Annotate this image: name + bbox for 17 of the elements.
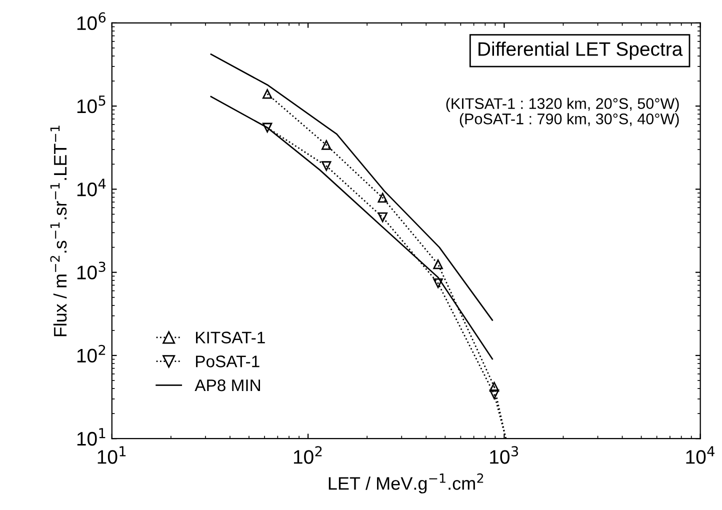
y-tick-label: 10$^{1}$: [77, 428, 106, 446]
x-axis-title: LET / MeV.g$^{−1}$.cm$^{2}$: [328, 473, 484, 494]
legend-label: KITSAT-1: [196, 332, 265, 344]
legend-label: AP8 MIN: [194, 379, 260, 392]
annotation: (KITSAT-1 : 1320 km, 20°S, 50°W) (PoSAT-1 : 790 km, 30°S, 40°W): [446, 98, 679, 128]
y-axis-title: Flux / m$^{−2}$.s$^{−1}$.sr$^{−1}$.LET$^{−1}$: [50, 126, 67, 336]
x-tick-label: 10$^{3}$: [490, 446, 518, 464]
text: Differential LET Spectra: [478, 42, 683, 60]
y-tick-label: 10$^{3}$: [77, 262, 106, 280]
x-tick-label: 10$^{4}$: [686, 446, 714, 464]
y-tick-label: 10$^{2}$: [77, 344, 106, 363]
legend-label: PoSAT-1: [196, 356, 260, 368]
y-tick-label: 10$^{5}$: [77, 96, 106, 114]
y-tick-label: 10$^{4}$: [77, 178, 106, 196]
y-tick-label: 10$^{6}$: [77, 12, 106, 30]
x-tick-label: 10$^{1}$: [98, 446, 126, 464]
x-tick-label: 10$^{2}$: [294, 446, 322, 464]
